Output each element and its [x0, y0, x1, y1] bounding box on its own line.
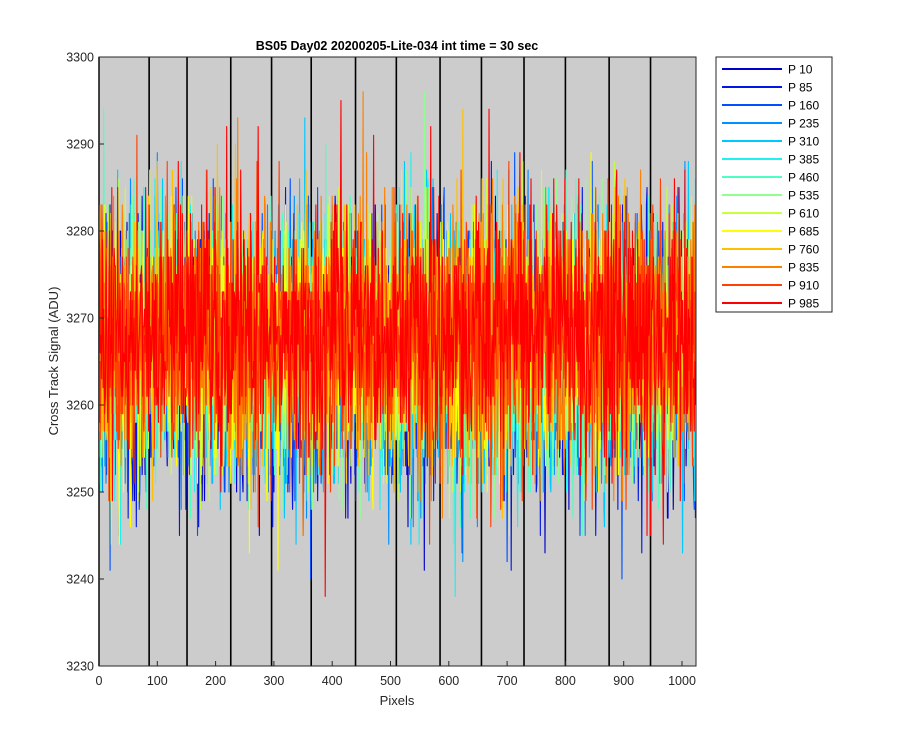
legend-label: P 985: [788, 297, 819, 311]
y-tick-label: 3230: [66, 660, 94, 674]
legend-label: P 460: [788, 171, 819, 185]
legend-label: P 385: [788, 153, 819, 167]
x-tick-label: 600: [438, 674, 459, 688]
y-axis: 3230 3240 3250 3260 3270 3280 3290 3300: [66, 51, 104, 674]
legend-box: [715, 56, 833, 313]
x-tick-label: 500: [380, 674, 401, 688]
legend-label: P 535: [788, 189, 819, 203]
y-tick-label: 3290: [66, 138, 94, 152]
series-layer: [98, 91, 696, 597]
y-tick-label: 3240: [66, 573, 94, 587]
y-tick-label: 3300: [66, 51, 94, 65]
x-tick-label: 100: [147, 674, 168, 688]
x-tick-label: 200: [205, 674, 226, 688]
x-tick-label: 700: [497, 674, 518, 688]
legend-label: P 160: [788, 99, 819, 113]
x-axis: 0 100 200 300 400 500 600 700 800 900 1000: [96, 661, 696, 688]
legend-label: P 310: [788, 135, 819, 149]
plot-area-border: [98, 56, 697, 667]
x-tick-label: 300: [263, 674, 284, 688]
legend-label: P 10: [788, 63, 813, 77]
legend: P 10 P 85 P 160 P 235 P 310 P 385 P 460 P 535 P …: [715, 56, 833, 313]
y-axis-title: Cross Track Signal (ADU): [46, 287, 61, 436]
series-line-p-985: [98, 99, 696, 597]
x-tick-label: 1000: [668, 674, 696, 688]
y-tick-label: 3270: [66, 312, 94, 326]
chart-title: BS05 Day02 20200205-Lite-034 int time = …: [256, 39, 539, 53]
legend-label: P 910: [788, 279, 819, 293]
x-axis-title: Pixels: [380, 693, 415, 708]
legend-label: P 85: [788, 81, 813, 95]
y-tick-label: 3250: [66, 486, 94, 500]
y-tick-label: 3260: [66, 399, 94, 413]
x-tick-label: 0: [96, 674, 103, 688]
legend-label: P 610: [788, 207, 819, 221]
legend-label: P 235: [788, 117, 819, 131]
legend-label: P 685: [788, 225, 819, 239]
y-tick-label: 3280: [66, 225, 94, 239]
x-tick-label: 800: [555, 674, 576, 688]
legend-label: P 760: [788, 243, 819, 257]
x-tick-label: 900: [613, 674, 634, 688]
x-tick-label: 400: [322, 674, 343, 688]
legend-label: P 835: [788, 261, 819, 275]
